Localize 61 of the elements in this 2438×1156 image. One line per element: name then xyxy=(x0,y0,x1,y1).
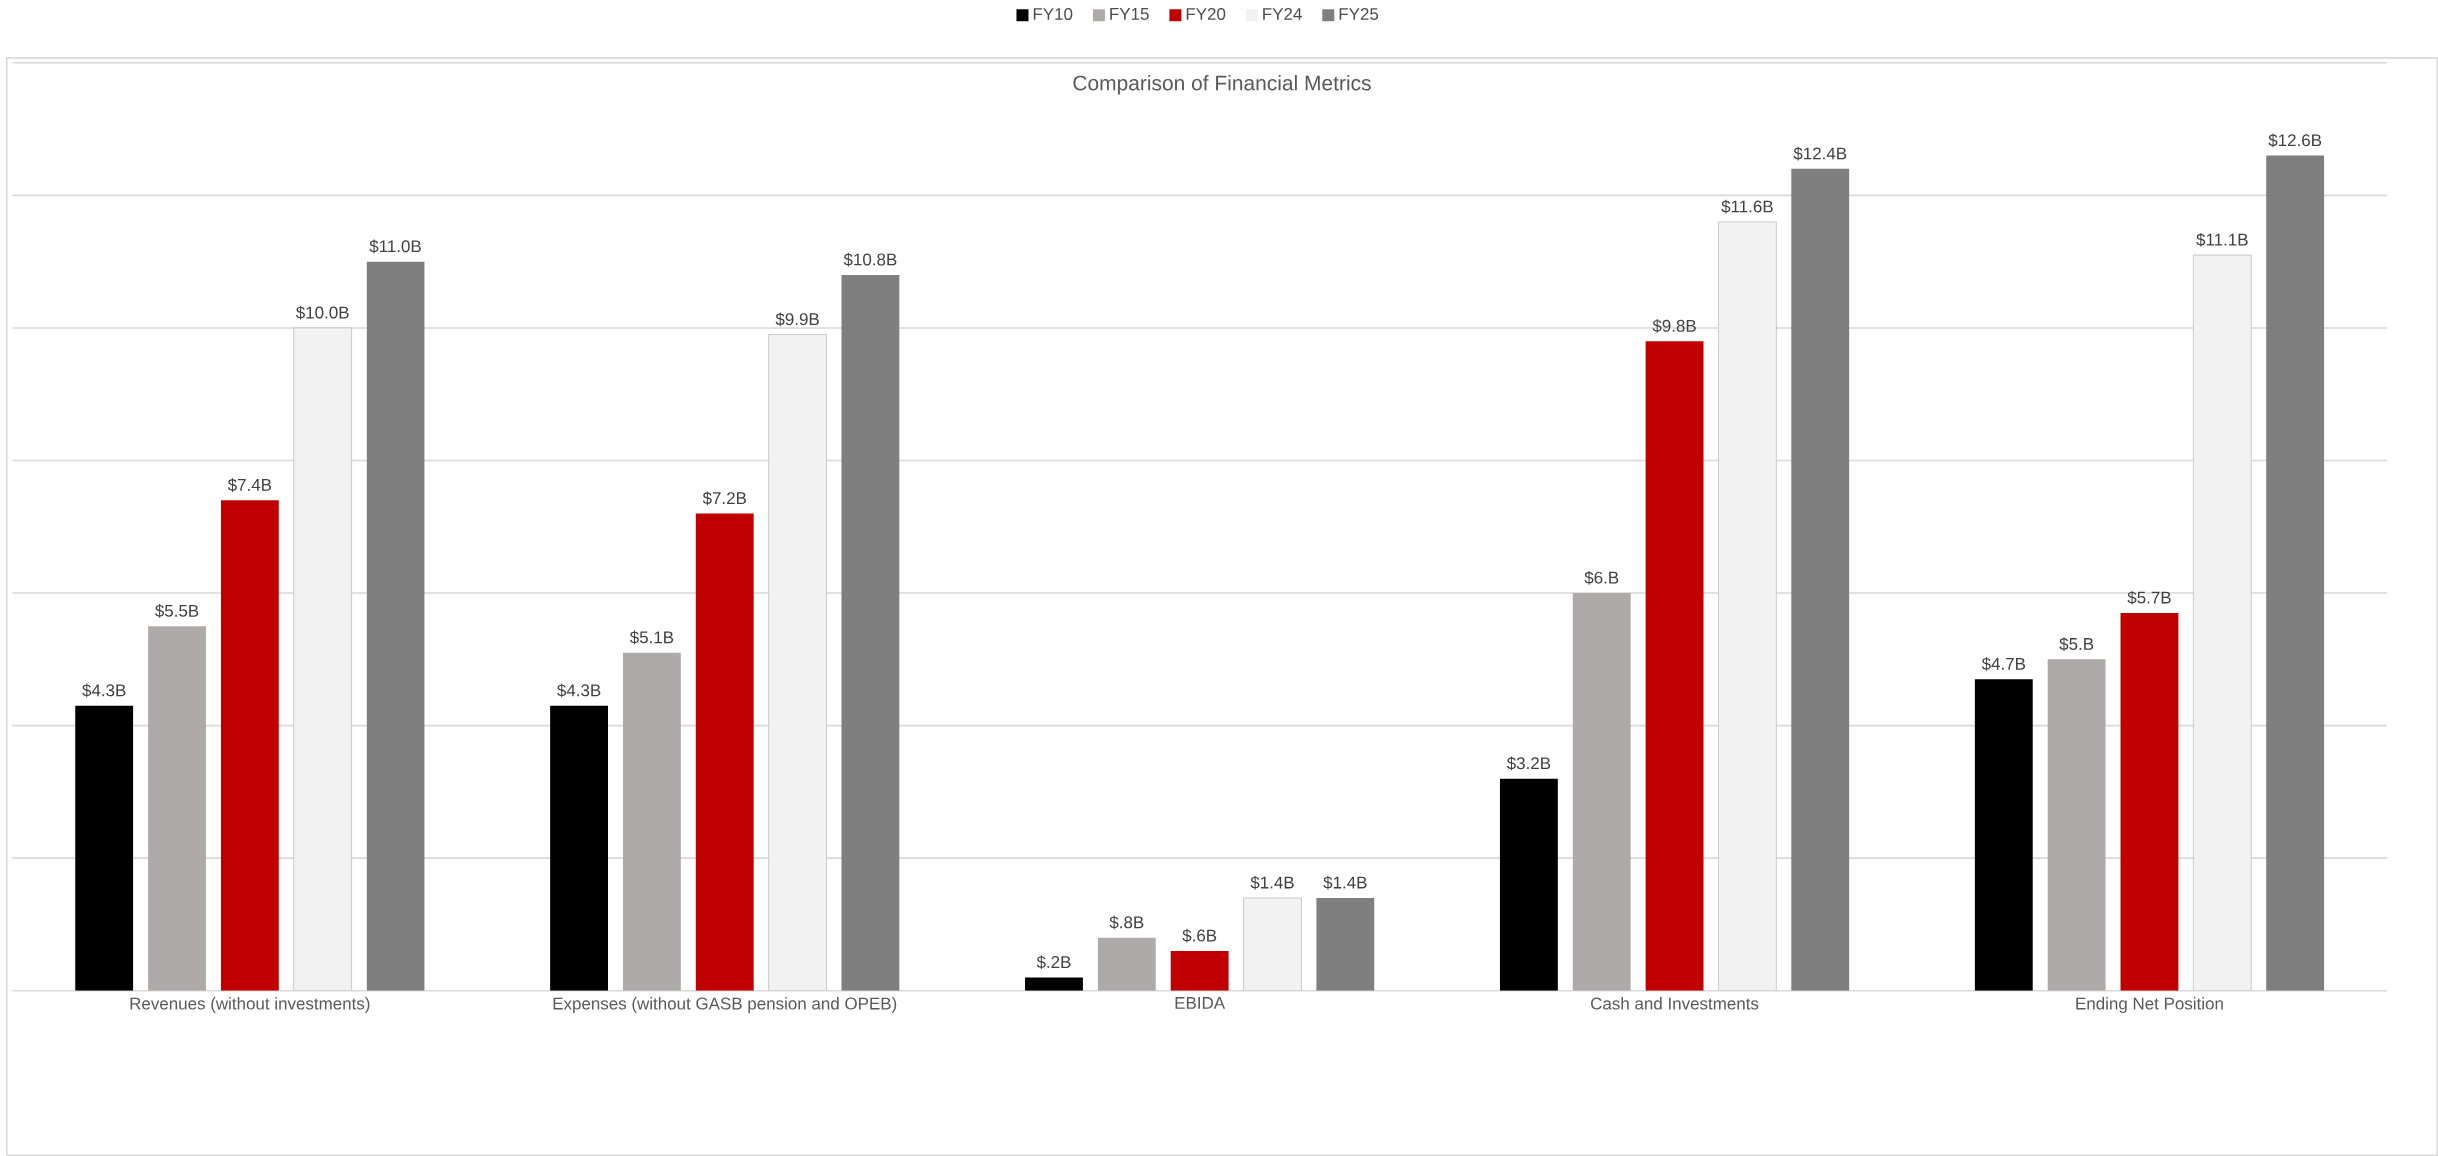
bar xyxy=(768,334,827,991)
bar xyxy=(1243,897,1302,991)
bar xyxy=(148,626,206,991)
bar xyxy=(1025,977,1083,991)
data-label: $12.4B xyxy=(1793,146,1847,161)
x-tick-label: Expenses (without GASB pension and OPEB) xyxy=(553,996,897,1013)
data-label: $10.8B xyxy=(843,252,897,267)
x-tick-label: Ending Net Position xyxy=(2076,996,2223,1013)
bar xyxy=(1097,937,1156,991)
data-label: $7.4B xyxy=(227,478,272,492)
bar xyxy=(2120,612,2179,991)
data-label: $.8B xyxy=(1109,915,1144,930)
data-label: $4.7B xyxy=(1981,657,2026,671)
legend-label: FY24 xyxy=(1263,7,1302,20)
data-label: $11.1B xyxy=(2196,232,2248,247)
bar xyxy=(550,705,608,991)
data-label: $4.3B xyxy=(82,683,126,698)
data-label: $5.7B xyxy=(2127,590,2171,605)
legend-label: FY20 xyxy=(1186,7,1226,20)
bar xyxy=(1316,897,1375,991)
data-label: $4.3B xyxy=(557,683,601,698)
bar xyxy=(2047,659,2106,991)
bar xyxy=(366,261,425,991)
bar xyxy=(2192,254,2252,991)
legend-label: FY15 xyxy=(1110,7,1149,20)
bar xyxy=(1170,950,1229,991)
bar xyxy=(695,513,754,991)
data-label: $6.B xyxy=(1584,570,1619,585)
data-label: $5.B xyxy=(2059,637,2094,651)
legend-label: FY25 xyxy=(1339,7,1379,20)
data-label: $5.5B xyxy=(155,603,199,618)
bar xyxy=(841,274,900,991)
bar xyxy=(1974,679,2033,991)
bar xyxy=(1499,778,1558,991)
x-tick-label: Revenues (without investments) xyxy=(130,996,370,1013)
legend-label: FY10 xyxy=(1033,7,1073,20)
bar xyxy=(1645,341,1704,991)
data-label: $12.6B xyxy=(2268,133,2322,148)
bar xyxy=(622,652,681,991)
data-label: $1.4B xyxy=(1250,875,1294,890)
bar xyxy=(1572,592,1631,991)
bar xyxy=(293,327,352,991)
data-label: $9.8B xyxy=(1652,318,1696,333)
bar xyxy=(2266,155,2325,991)
data-label: $.2B xyxy=(1036,955,1071,969)
data-label: $7.2B xyxy=(702,491,747,506)
data-label: $5.1B xyxy=(629,630,674,645)
data-label: $9.9B xyxy=(775,312,819,327)
x-tick-label: Cash and Investments xyxy=(1591,996,1759,1010)
text: Comparison of Financial Metrics xyxy=(1073,74,1371,95)
data-label: $1.4B xyxy=(1323,875,1367,890)
bar xyxy=(220,500,279,991)
bar xyxy=(1718,221,1777,991)
data-label: $3.2B xyxy=(1506,756,1551,771)
data-label: $11.0B xyxy=(369,239,421,254)
data-label: $11.6B xyxy=(1721,199,1773,214)
bar xyxy=(1791,168,1850,991)
data-label: $.6B xyxy=(1182,928,1217,943)
data-label: $10.0B xyxy=(295,305,349,320)
x-tick-label: EBIDA xyxy=(1175,996,1226,1009)
bar xyxy=(75,705,134,991)
